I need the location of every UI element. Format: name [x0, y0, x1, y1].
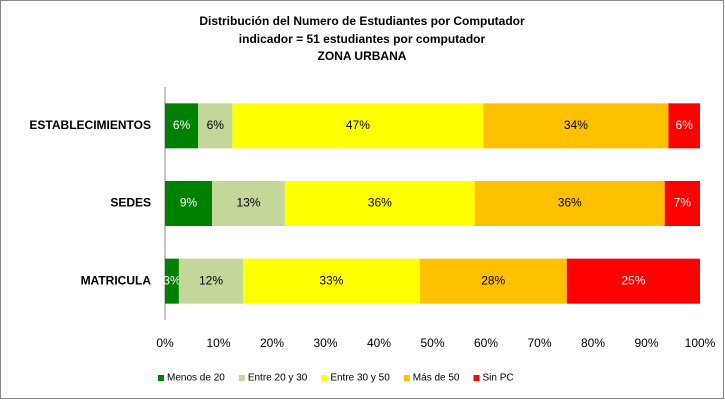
chart-subtitle: indicador = 51 estudiantes por computado… [239, 32, 486, 46]
x-tick-label: 60% [474, 336, 498, 350]
data-label: 6% [173, 118, 191, 132]
bar-segment [212, 181, 285, 226]
x-tick-label: 20% [260, 336, 284, 350]
bar-segment [474, 181, 665, 226]
data-label: 7% [674, 196, 692, 210]
bar-segment [243, 258, 420, 304]
data-label: 47% [346, 118, 370, 132]
x-tick-label: 80% [581, 336, 605, 350]
data-label: 36% [368, 196, 392, 210]
x-tick-label: 10% [206, 336, 230, 350]
bar-segment [165, 103, 199, 149]
data-label: 28% [481, 273, 505, 287]
legend-swatch [238, 375, 245, 381]
data-label: 25% [621, 273, 645, 287]
legend-swatch [403, 375, 410, 381]
chart-subtitle: ZONA URBANA [318, 49, 407, 63]
x-tick-label: 30% [313, 336, 337, 350]
bar-segment [483, 103, 669, 149]
bar-segment [165, 258, 179, 304]
data-label: 36% [558, 196, 582, 210]
bar-segment [198, 103, 233, 149]
category-label: MATRICULA [81, 273, 152, 287]
category-label: ESTABLECIMIENTOS [29, 118, 151, 132]
legend-label: Más de 50 [413, 373, 460, 384]
data-label: 33% [319, 273, 343, 287]
legend-swatch [158, 375, 164, 381]
bar-segment [668, 103, 700, 149]
data-label: 12% [199, 273, 223, 287]
x-tick-label: 50% [420, 336, 444, 350]
legend-label: Sin PC [483, 373, 514, 384]
data-label: 6% [676, 118, 694, 132]
category-label: SEDES [110, 196, 151, 210]
bar-segment [664, 181, 700, 226]
legend-label: Entre 30 y 50 [330, 373, 390, 384]
data-label: 6% [207, 118, 225, 132]
legend-swatch [473, 375, 480, 381]
data-label: 3% [163, 273, 181, 287]
legend-label: Entre 20 y 30 [248, 373, 308, 384]
x-tick-label: 70% [527, 336, 551, 350]
chart-title: Distribución del Numero de Estudiantes p… [199, 14, 525, 28]
x-tick-label: 0% [156, 336, 174, 350]
bar-segment [165, 181, 213, 226]
bar-segment [232, 103, 484, 149]
bar-segment [178, 258, 244, 304]
bar-segment [419, 258, 567, 304]
x-tick-label: 100% [685, 336, 716, 350]
bar-segment [284, 181, 475, 226]
bar-segment [566, 258, 700, 304]
data-label: 9% [180, 196, 198, 210]
x-tick-label: 40% [367, 336, 391, 350]
data-label: 13% [236, 196, 260, 210]
legend-swatch [321, 375, 328, 381]
legend-label: Menos de 20 [167, 373, 225, 384]
x-tick-label: 90% [634, 336, 658, 350]
data-label: 34% [564, 118, 588, 132]
